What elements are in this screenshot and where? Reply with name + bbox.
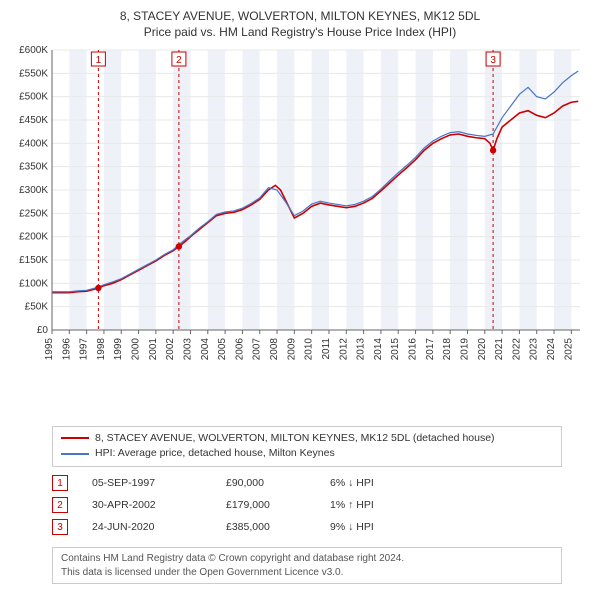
y-axis-label: £400K — [19, 139, 48, 150]
x-axis-label: 2020 — [477, 338, 488, 360]
sale-marker-price: £90,000 — [226, 477, 306, 489]
x-axis-label: 2007 — [252, 338, 263, 360]
y-axis-label: £150K — [19, 255, 48, 266]
x-axis-label: 2015 — [390, 338, 401, 360]
sale-marker-date: 05-SEP-1997 — [92, 477, 202, 489]
legend-label: 8, STACEY AVENUE, WOLVERTON, MILTON KEYN… — [95, 431, 495, 447]
legend-swatch — [61, 437, 89, 439]
sale-point-dot — [176, 244, 182, 250]
y-axis-label: £300K — [19, 185, 48, 196]
sale-marker-row: 3 24-JUN-2020 £385,000 9% ↓ HPI — [52, 519, 562, 535]
x-axis-label: 2022 — [511, 338, 522, 360]
chart-container: 8, STACEY AVENUE, WOLVERTON, MILTON KEYN… — [0, 0, 600, 590]
sale-marker-number: 1 — [96, 55, 102, 66]
sale-marker-row-number: 3 — [52, 519, 68, 535]
x-axis-label: 1996 — [61, 338, 72, 360]
legend-label: HPI: Average price, detached house, Milt… — [95, 446, 335, 462]
x-axis-label: 2001 — [148, 338, 159, 360]
sale-point-dot — [490, 148, 496, 154]
y-axis-label: £50K — [25, 302, 49, 313]
y-axis-label: £0 — [37, 325, 49, 336]
chart-plot-area: £0 £50K £100K £150K £200K £250K £300K £350K £400… — [10, 44, 590, 419]
x-axis-label: 2014 — [373, 338, 384, 360]
sale-markers-table: 1 05-SEP-1997 £90,000 6% ↓ HPI 2 30-APR-2002 £… — [52, 475, 562, 541]
legend-box: 8, STACEY AVENUE, WOLVERTON, MILTON KEYN… — [52, 426, 562, 468]
sale-marker-date: 30-APR-2002 — [92, 499, 202, 511]
legend-row: 8, STACEY AVENUE, WOLVERTON, MILTON KEYN… — [61, 431, 553, 447]
x-axis-label: 1997 — [79, 338, 90, 360]
sale-marker-row: 2 30-APR-2002 £179,000 1% ↑ HPI — [52, 497, 562, 513]
x-axis-label: 1995 — [44, 338, 55, 360]
sale-marker-diff: 6% ↓ HPI — [330, 477, 374, 489]
x-axis-label: 2005 — [217, 338, 228, 360]
x-axis-label: 2025 — [563, 338, 574, 360]
x-axis-label: 2024 — [546, 338, 557, 360]
chart-title-line2: Price paid vs. HM Land Registry's House … — [10, 24, 590, 40]
sale-marker-number: 2 — [176, 55, 182, 66]
legend-swatch — [61, 453, 89, 455]
x-axis-label: 2008 — [269, 338, 280, 360]
sale-marker-diff: 9% ↓ HPI — [330, 521, 374, 533]
x-axis-label: 2006 — [234, 338, 245, 360]
sale-marker-number: 3 — [490, 55, 496, 66]
sale-marker-row: 1 05-SEP-1997 £90,000 6% ↓ HPI — [52, 475, 562, 491]
x-axis-label: 2016 — [408, 338, 419, 360]
x-axis-label: 2000 — [131, 338, 142, 360]
x-axis-label: 2018 — [442, 338, 453, 360]
chart-title-line1: 8, STACEY AVENUE, WOLVERTON, MILTON KEYN… — [10, 8, 590, 24]
sale-marker-diff: 1% ↑ HPI — [330, 499, 374, 511]
footer-attribution: Contains HM Land Registry data © Crown c… — [52, 547, 562, 584]
x-axis-label: 2021 — [494, 338, 505, 360]
x-axis-label: 2023 — [529, 338, 540, 360]
y-axis-label: £250K — [19, 209, 48, 220]
y-axis-label: £450K — [19, 115, 48, 126]
chart-title-block: 8, STACEY AVENUE, WOLVERTON, MILTON KEYN… — [10, 8, 590, 40]
x-axis-label: 2010 — [304, 338, 315, 360]
x-axis-label: 2017 — [425, 338, 436, 360]
footer-line1: Contains HM Land Registry data © Crown c… — [61, 552, 553, 566]
sale-point-dot — [95, 285, 101, 291]
x-axis-label: 2013 — [356, 338, 367, 360]
y-axis-label: £500K — [19, 92, 48, 103]
x-axis-label: 2004 — [200, 338, 211, 360]
sale-marker-row-number: 1 — [52, 475, 68, 491]
sale-marker-price: £385,000 — [226, 521, 306, 533]
x-axis-label: 2009 — [286, 338, 297, 360]
sale-marker-row-number: 2 — [52, 497, 68, 513]
y-axis-label: £550K — [19, 69, 48, 80]
y-axis-label: £600K — [19, 45, 48, 56]
y-axis-label: £200K — [19, 232, 48, 243]
footer-line2: This data is licensed under the Open Gov… — [61, 566, 553, 580]
legend-row: HPI: Average price, detached house, Milt… — [61, 446, 553, 462]
x-axis-label: 2011 — [321, 338, 332, 360]
x-axis-label: 2019 — [459, 338, 470, 360]
y-axis-label: £350K — [19, 162, 48, 173]
x-axis-label: 2002 — [165, 338, 176, 360]
x-axis-label: 2012 — [338, 338, 349, 360]
y-axis-label: £100K — [19, 279, 48, 290]
x-axis-label: 1998 — [96, 338, 107, 360]
x-axis-label: 2003 — [182, 338, 193, 360]
sale-marker-date: 24-JUN-2020 — [92, 521, 202, 533]
chart-svg: £0 £50K £100K £150K £200K £250K £300K £350K £400… — [10, 44, 590, 360]
x-axis-label: 1999 — [113, 338, 124, 360]
sale-marker-price: £179,000 — [226, 499, 306, 511]
